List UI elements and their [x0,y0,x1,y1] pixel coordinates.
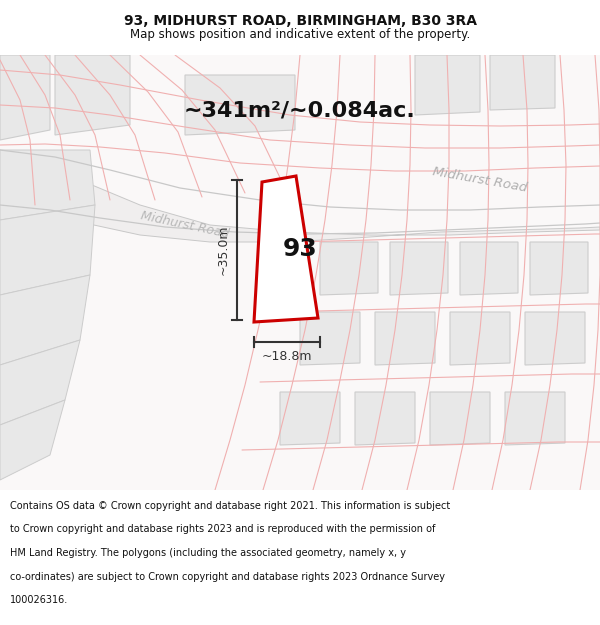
Polygon shape [0,205,95,295]
Polygon shape [525,312,585,365]
Text: ~341m²/~0.084ac.: ~341m²/~0.084ac. [184,100,416,120]
Polygon shape [355,392,415,445]
Polygon shape [300,312,360,365]
Polygon shape [0,150,95,220]
Polygon shape [55,55,130,135]
Polygon shape [415,55,480,115]
Text: Midhurst Road: Midhurst Road [431,165,529,195]
Polygon shape [280,392,340,445]
Polygon shape [530,242,588,295]
Text: Midhurst Road: Midhurst Road [140,209,230,241]
Text: Contains OS data © Crown copyright and database right 2021. This information is : Contains OS data © Crown copyright and d… [10,501,451,511]
Polygon shape [0,340,80,425]
Text: Map shows position and indicative extent of the property.: Map shows position and indicative extent… [130,28,470,41]
Polygon shape [490,55,555,110]
Text: ~18.8m: ~18.8m [262,350,312,363]
Polygon shape [0,55,50,140]
Polygon shape [0,275,90,365]
Text: co-ordinates) are subject to Crown copyright and database rights 2023 Ordnance S: co-ordinates) are subject to Crown copyr… [10,572,445,582]
Polygon shape [375,312,435,365]
Text: 93, MIDHURST ROAD, BIRMINGHAM, B30 3RA: 93, MIDHURST ROAD, BIRMINGHAM, B30 3RA [124,14,476,28]
Polygon shape [450,312,510,365]
Text: 93: 93 [283,238,318,261]
Polygon shape [0,150,600,242]
Text: HM Land Registry. The polygons (including the associated geometry, namely x, y: HM Land Registry. The polygons (includin… [10,548,406,558]
Polygon shape [460,242,518,295]
Polygon shape [185,75,295,135]
Polygon shape [390,242,448,295]
Polygon shape [320,242,378,295]
Polygon shape [254,176,318,322]
Text: ~35.0m: ~35.0m [217,225,230,275]
Polygon shape [505,392,565,445]
Text: to Crown copyright and database rights 2023 and is reproduced with the permissio: to Crown copyright and database rights 2… [10,524,436,534]
Text: 100026316.: 100026316. [10,595,68,605]
Polygon shape [0,400,65,480]
Polygon shape [430,392,490,445]
